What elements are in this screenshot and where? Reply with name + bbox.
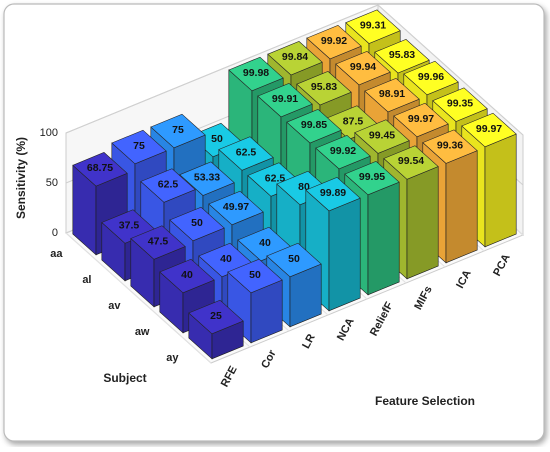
z-axis-label: Sensitivity (%) [14,137,28,219]
bar-front-face [406,166,439,280]
grid-line [65,4,524,136]
z-tick-label: 0 [52,227,58,239]
bar-top-face [267,41,323,76]
value-label: 99.97 [408,113,434,125]
bar-top-face [345,9,401,44]
value-label: 99.94 [350,61,376,73]
value-label: 99.91 [272,93,298,105]
value-label: 99.84 [282,51,308,63]
value-label: 62.5 [158,178,179,190]
value-label: 95.83 [311,81,337,93]
y-tick-label: ay [166,352,179,364]
y-tick-label: al [82,274,91,286]
value-label: 99.36 [437,139,463,151]
value-label: 40 [181,269,193,281]
bar-top-face [159,258,215,294]
value-label: 99.89 [320,187,346,199]
bar-top-face [305,176,361,212]
bar-top-face [130,225,186,260]
value-label: 99.54 [398,155,424,167]
bar-top-face [393,102,449,138]
bar-top-face [169,206,225,242]
bar-top-face [422,129,478,164]
bar-front-face [484,133,517,248]
bar-top-face [296,71,352,106]
value-label: 80 [298,181,310,193]
value-label: 75 [133,140,145,152]
value-label: 99.35 [447,97,473,109]
value-label: 99.45 [369,129,395,141]
value-label: 50 [249,269,261,281]
bar-top-face [179,161,235,196]
bar-top-face [335,50,391,86]
value-label: 99.97 [476,123,502,135]
value-label: 68.75 [87,162,113,174]
value-label: 62.5 [236,146,257,158]
bar: 25 [188,299,244,360]
bar-top-face [286,108,342,144]
bar-top-face [306,24,362,60]
value-label: 53.33 [194,171,220,183]
x-axis-label: Feature Selection [375,394,475,408]
bar-front-face [328,197,361,312]
value-label: 25 [210,310,222,322]
bar-top-face [344,160,400,196]
value-label: 99.96 [418,71,444,83]
value-label: 47.5 [148,235,169,247]
value-label: 99.85 [301,119,327,131]
value-label: 99.92 [321,35,347,47]
bar-top-face [150,113,206,149]
value-label: 50 [211,133,223,145]
value-label: 37.5 [119,219,140,231]
bar-top-face [188,299,244,335]
value-label: 50 [288,253,300,265]
y-axis-label: Subject [103,371,146,385]
value-label: 40 [220,253,232,265]
bar-top-face [257,82,313,118]
value-label: 87.5 [343,115,364,127]
bar: 68.75 [72,152,128,256]
value-label: 75 [172,124,184,136]
floor-line [65,232,212,364]
bar-top-face [140,168,196,203]
bar-top-face [218,136,274,171]
bar-top-face [432,87,488,122]
value-label: 62.5 [265,172,286,184]
z-tick-label: 100 [40,127,58,139]
value-label: 98.91 [379,88,405,100]
bar-front-face [367,181,400,296]
value-label: 49.97 [223,201,249,213]
value-label: 99.92 [330,145,356,157]
bar-top-face [227,258,283,294]
bar-top-face [228,56,284,92]
bar-top-face [383,145,439,180]
y-tick-label: aw [135,326,150,338]
bar-front-face [445,150,478,264]
value-label: 99.95 [359,171,385,183]
value-label: 95.83 [389,49,415,61]
bar-top-face [266,242,322,278]
bar-top-face [111,129,167,165]
bar-top-face [403,60,459,96]
value-label: 40 [259,237,271,249]
bar-top-face [72,152,128,187]
value-label: 99.31 [360,19,386,31]
bar-top-face [354,119,410,154]
bar-top-face [364,77,420,113]
bar-top-face [208,190,264,226]
z-tick-label: 50 [46,177,58,189]
bar-top-face [461,112,517,148]
bar-top-face [374,39,430,74]
bar-top-face [315,134,371,170]
value-label: 99.98 [243,67,269,79]
value-label: 50 [191,217,203,229]
y-tick-label: av [108,300,121,312]
y-tick-label: aa [50,248,63,260]
